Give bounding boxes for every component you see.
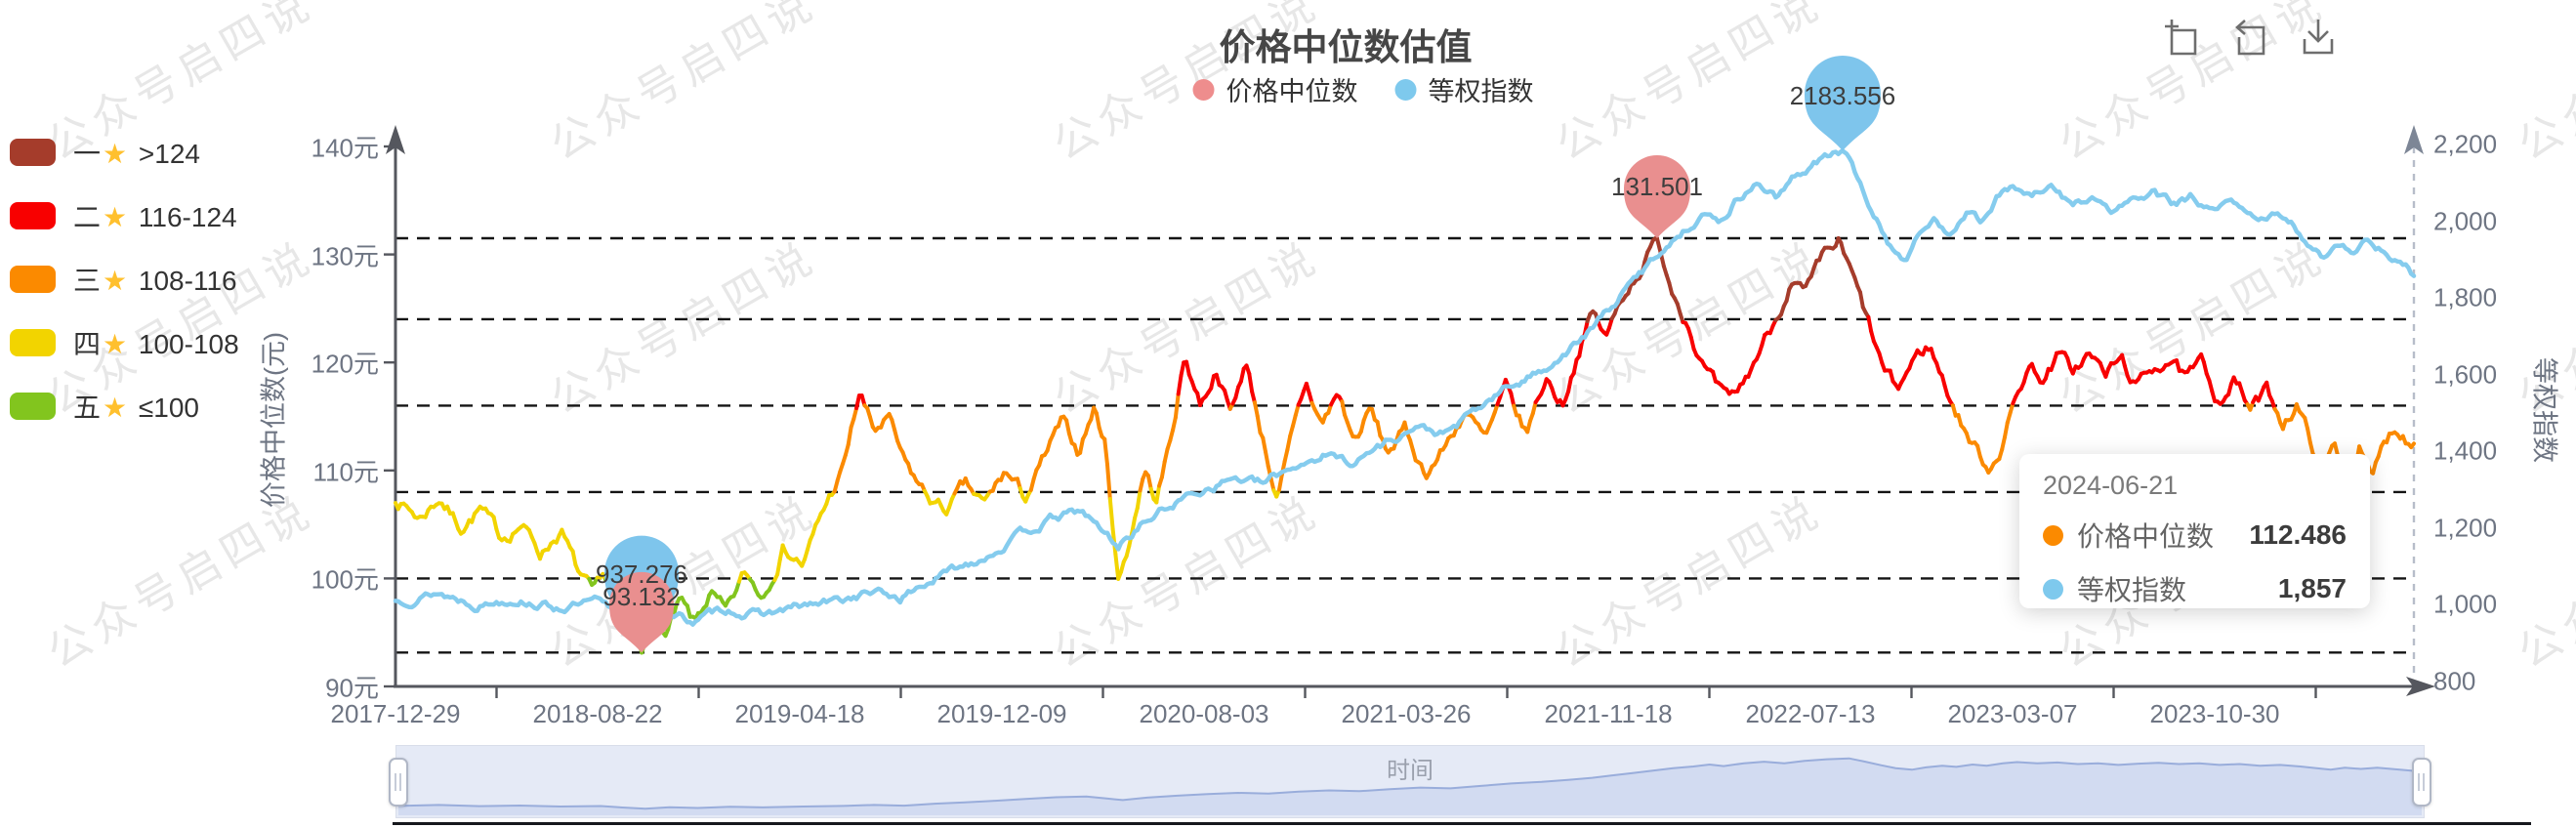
slider-label: 时间 — [1387, 758, 1433, 784]
tooltip-series-dot-icon — [2043, 524, 2063, 546]
band-legend-item-3[interactable]: 四★ 100-108 — [10, 323, 239, 362]
star-icon: ★ — [103, 393, 128, 423]
right-axis-tick-label: 1,600 — [2433, 359, 2498, 389]
left-axis-tick-label: 140元 — [311, 133, 379, 163]
star-icon: ★ — [103, 202, 128, 232]
legend-item-label: 价格中位数 — [1226, 77, 1358, 106]
index-max-pin-icon — [1805, 55, 1881, 151]
x-axis-tick-label: 2019-04-18 — [734, 699, 865, 728]
x-axis-tick-label: 2018-08-22 — [532, 699, 663, 728]
band-color-swatch — [10, 139, 56, 166]
right-axis-tick-label: 1,200 — [2433, 513, 2498, 542]
right-axis-tick-label: 1,000 — [2433, 589, 2498, 619]
x-axis-tick-label: 2022-07-13 — [1745, 699, 1876, 728]
band-color-swatch — [10, 266, 56, 293]
band-legend-label: 一★ >124 — [73, 139, 200, 169]
band-legend-label: 二★ 116-124 — [73, 202, 237, 232]
median-max-pin-icon — [1624, 154, 1690, 238]
save-image-icon[interactable] — [2297, 16, 2340, 59]
chart-legend: 价格中位数 等权指数 — [1192, 70, 1534, 108]
slider-data-shadow — [396, 746, 2424, 817]
legend-item-0[interactable]: 价格中位数 — [1192, 70, 1358, 108]
x-axis-tick-label: 2021-11-18 — [1544, 699, 1673, 728]
band-legend-item-0[interactable]: 一★ >124 — [10, 133, 239, 172]
bottom-border — [393, 822, 2531, 825]
left-axis-tick-label: 130元 — [311, 241, 379, 271]
median-min-pin-icon — [609, 571, 674, 653]
page-title: 价格中位数估值 — [1219, 27, 1473, 67]
left-axis-tick-label: 90元 — [325, 673, 379, 703]
right-axis-arrow-icon — [2404, 125, 2424, 154]
median-min-label: 93.132 — [602, 582, 681, 611]
index-max-label: 2183.556 — [1790, 81, 1895, 110]
band-color-swatch — [10, 329, 56, 356]
equal-weight-index-line — [393, 148, 2417, 631]
star-icon: ★ — [103, 329, 128, 359]
slider-right-handle[interactable] — [2412, 757, 2431, 807]
tooltip-row-1: 等权指数 1,857 — [2043, 569, 2347, 608]
toolbox — [2160, 16, 2340, 59]
left-axis-tick-label: 100元 — [311, 564, 379, 595]
x-axis-tick-label: 2019-12-09 — [936, 699, 1067, 728]
tooltip-row-0: 价格中位数 112.486 — [2043, 516, 2347, 555]
x-axis-tick-label: 2020-08-03 — [1139, 699, 1269, 728]
data-zoom-slider[interactable]: 时间 — [389, 745, 2431, 818]
legend-item-1[interactable]: 等权指数 — [1394, 70, 1534, 108]
left-axis-tick-label: 110元 — [312, 457, 379, 487]
median-max-label: 131.501 — [1611, 172, 1703, 201]
right-axis-name: 等权指数 — [2529, 357, 2559, 463]
band-legend-label: 四★ 100-108 — [73, 329, 239, 359]
tooltip-series-value: 112.486 — [2249, 519, 2347, 550]
right-axis-tick-label: 1,400 — [2433, 435, 2498, 466]
tooltip-series-value: 1,857 — [2277, 573, 2347, 603]
band-legend-label: 三★ 108-116 — [73, 266, 237, 296]
band-color-swatch — [10, 202, 56, 229]
star-icon: ★ — [103, 266, 128, 296]
right-axis-tick-label: 2,200 — [2433, 129, 2498, 159]
tooltip-date: 2024-06-21 — [2043, 471, 2179, 500]
x-axis-tick-label: 2023-10-30 — [2149, 699, 2280, 728]
tooltip-series-label: 价格中位数 — [2077, 521, 2215, 552]
left-axis-tick-label: 120元 — [311, 349, 379, 379]
right-axis-tick-label: 2,000 — [2433, 206, 2498, 235]
restore-icon[interactable] — [2228, 16, 2271, 59]
star-icon: ★ — [103, 139, 128, 169]
x-axis-arrow-icon — [2406, 677, 2435, 696]
slider-shadow-line — [397, 757, 2423, 810]
right-axis-tick-label: 800 — [2433, 666, 2476, 695]
tooltip-series-label: 等权指数 — [2077, 575, 2187, 605]
band-legend-item-4[interactable]: 五★ ≤100 — [10, 387, 239, 426]
slider-left-handle[interactable] — [389, 757, 408, 807]
tooltip: 2024-06-21 价格中位数 112.486 等权指数 1,857 — [2019, 454, 2370, 608]
x-axis-tick-label: 2017-12-29 — [330, 699, 461, 728]
valuation-band-legend: 一★ >124 二★ 116-124 三★ 108-116 四★ 100-108… — [10, 133, 239, 426]
band-legend-item-2[interactable]: 三★ 108-116 — [10, 260, 239, 299]
band-legend-item-1[interactable]: 二★ 116-124 — [10, 196, 239, 235]
x-axis-tick-label: 2021-03-26 — [1341, 699, 1472, 728]
legend-dot-icon — [1394, 78, 1417, 101]
index-min-label: 937.276 — [596, 559, 687, 589]
slider-selected-range[interactable] — [396, 746, 2424, 817]
band-color-swatch — [10, 393, 56, 420]
data-zoom-icon[interactable] — [2160, 16, 2203, 59]
tooltip-series-dot-icon — [2043, 578, 2063, 600]
band-legend-label: 五★ ≤100 — [73, 393, 199, 423]
x-axis-tick-label: 2023-03-07 — [1947, 699, 2078, 728]
slider-shadow-area — [398, 758, 2422, 815]
legend-item-label: 等权指数 — [1428, 77, 1534, 106]
legend-dot-icon — [1192, 78, 1215, 101]
right-axis-tick-label: 1,800 — [2433, 282, 2498, 312]
